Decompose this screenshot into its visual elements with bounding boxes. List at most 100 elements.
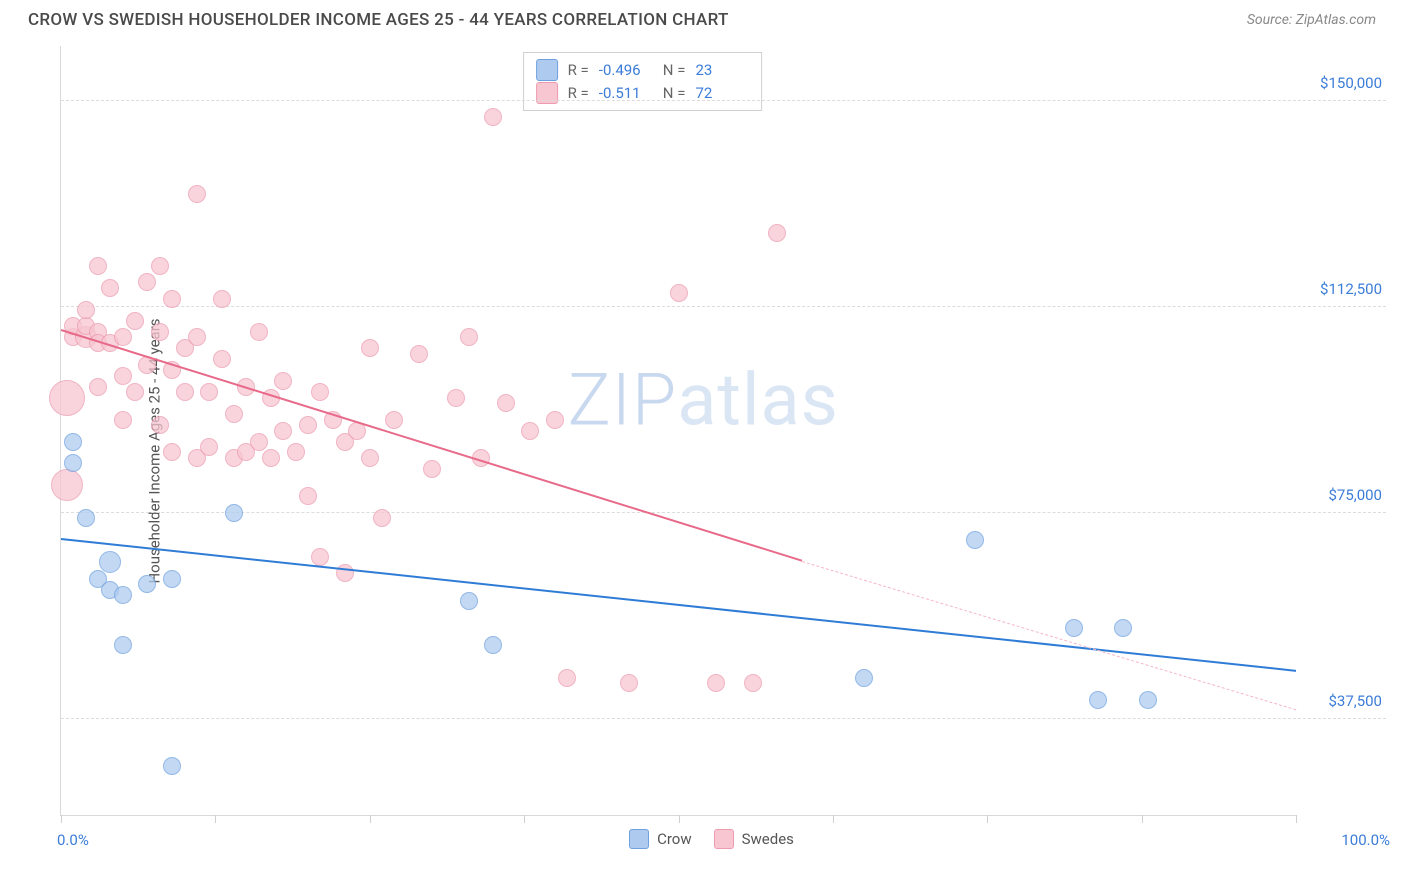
data-point-swedes bbox=[200, 383, 218, 401]
data-point-swedes bbox=[89, 257, 107, 275]
data-point-swedes bbox=[250, 433, 268, 451]
y-tick-label: $150,000 bbox=[1320, 74, 1382, 92]
data-point-crow bbox=[163, 757, 181, 775]
data-point-swedes bbox=[521, 422, 539, 440]
data-point-crow bbox=[855, 669, 873, 687]
data-point-swedes bbox=[361, 339, 379, 357]
gridline bbox=[61, 718, 1386, 719]
gridline bbox=[61, 512, 1386, 513]
data-point-crow bbox=[163, 570, 181, 588]
series-legend-label: Swedes bbox=[742, 830, 794, 848]
data-point-crow bbox=[77, 509, 95, 527]
data-point-crow bbox=[1114, 619, 1132, 637]
gridline bbox=[61, 100, 1386, 101]
gridline bbox=[61, 306, 1386, 307]
correlation-legend: R =-0.496N =23R =-0.511N =72 bbox=[523, 52, 763, 111]
data-point-swedes bbox=[114, 328, 132, 346]
data-point-swedes bbox=[126, 383, 144, 401]
data-point-swedes bbox=[460, 328, 478, 346]
data-point-swedes bbox=[213, 290, 231, 308]
data-point-swedes bbox=[287, 443, 305, 461]
data-point-swedes bbox=[89, 378, 107, 396]
legend-swatch bbox=[536, 59, 558, 81]
data-point-crow bbox=[484, 636, 502, 654]
data-point-swedes bbox=[188, 328, 206, 346]
data-point-swedes bbox=[620, 674, 638, 692]
data-point-swedes bbox=[250, 323, 268, 341]
plot-area: ZIPatlas R =-0.496N =23R =-0.511N =72 Cr… bbox=[60, 46, 1296, 816]
data-point-crow bbox=[138, 575, 156, 593]
data-point-swedes bbox=[484, 108, 502, 126]
x-tick bbox=[61, 815, 62, 823]
data-point-crow bbox=[64, 433, 82, 451]
x-tick bbox=[1142, 815, 1143, 823]
data-point-swedes bbox=[77, 301, 95, 319]
series-legend-item: Swedes bbox=[714, 829, 794, 849]
data-point-swedes bbox=[163, 443, 181, 461]
data-point-swedes bbox=[410, 345, 428, 363]
data-point-swedes bbox=[447, 389, 465, 407]
data-point-crow bbox=[114, 636, 132, 654]
chart-container: Householder Income Ages 25 - 44 years ZI… bbox=[28, 46, 1386, 856]
source-attribution: Source: ZipAtlas.com bbox=[1247, 12, 1376, 28]
data-point-swedes bbox=[497, 394, 515, 412]
data-point-swedes bbox=[262, 449, 280, 467]
data-point-crow bbox=[99, 551, 121, 573]
x-tick bbox=[215, 815, 216, 823]
data-point-swedes bbox=[151, 416, 169, 434]
data-point-swedes bbox=[101, 279, 119, 297]
data-point-crow bbox=[114, 586, 132, 604]
data-point-swedes bbox=[176, 383, 194, 401]
data-point-swedes bbox=[707, 674, 725, 692]
data-point-crow bbox=[966, 531, 984, 549]
data-point-crow bbox=[1065, 619, 1083, 637]
trendline-swedes-extrapolated bbox=[802, 561, 1296, 710]
data-point-swedes bbox=[151, 257, 169, 275]
y-tick-label: $112,500 bbox=[1320, 280, 1382, 298]
data-point-swedes bbox=[670, 284, 688, 302]
data-point-swedes bbox=[114, 411, 132, 429]
data-point-crow bbox=[225, 504, 243, 522]
data-point-swedes bbox=[114, 367, 132, 385]
series-legend-item: Crow bbox=[629, 829, 692, 849]
data-point-swedes bbox=[138, 273, 156, 291]
y-tick-label: $75,000 bbox=[1328, 486, 1382, 504]
x-tick bbox=[524, 815, 525, 823]
data-point-swedes bbox=[546, 411, 564, 429]
data-point-swedes bbox=[163, 290, 181, 308]
data-point-swedes bbox=[213, 350, 231, 368]
legend-swatch bbox=[629, 829, 649, 849]
legend-swatch bbox=[714, 829, 734, 849]
x-tick bbox=[987, 815, 988, 823]
data-point-swedes bbox=[51, 469, 83, 501]
data-point-swedes bbox=[299, 416, 317, 434]
x-axis-max-label: 100.0% bbox=[1341, 831, 1390, 849]
data-point-swedes bbox=[311, 383, 329, 401]
data-point-swedes bbox=[361, 449, 379, 467]
data-point-crow bbox=[64, 454, 82, 472]
x-tick bbox=[833, 815, 834, 823]
data-point-crow bbox=[1089, 691, 1107, 709]
data-point-swedes bbox=[311, 548, 329, 566]
x-tick bbox=[370, 815, 371, 823]
data-point-swedes bbox=[200, 438, 218, 456]
data-point-crow bbox=[1139, 691, 1157, 709]
data-point-swedes bbox=[151, 323, 169, 341]
series-legend: Crow Swedes bbox=[629, 829, 794, 849]
x-axis-min-label: 0.0% bbox=[57, 831, 89, 849]
data-point-swedes bbox=[385, 411, 403, 429]
watermark: ZIPatlas bbox=[568, 357, 839, 442]
data-point-crow bbox=[460, 592, 478, 610]
data-point-swedes bbox=[274, 422, 292, 440]
trendline-crow bbox=[61, 538, 1296, 672]
data-point-swedes bbox=[423, 460, 441, 478]
data-point-swedes bbox=[558, 669, 576, 687]
data-point-swedes bbox=[768, 224, 786, 242]
legend-row: R =-0.496N =23 bbox=[536, 59, 750, 82]
data-point-swedes bbox=[49, 380, 85, 416]
series-legend-label: Crow bbox=[657, 830, 692, 848]
y-tick-label: $37,500 bbox=[1328, 692, 1382, 710]
data-point-swedes bbox=[225, 405, 243, 423]
data-point-swedes bbox=[744, 674, 762, 692]
chart-title: CROW VS SWEDISH HOUSEHOLDER INCOME AGES … bbox=[28, 10, 729, 30]
